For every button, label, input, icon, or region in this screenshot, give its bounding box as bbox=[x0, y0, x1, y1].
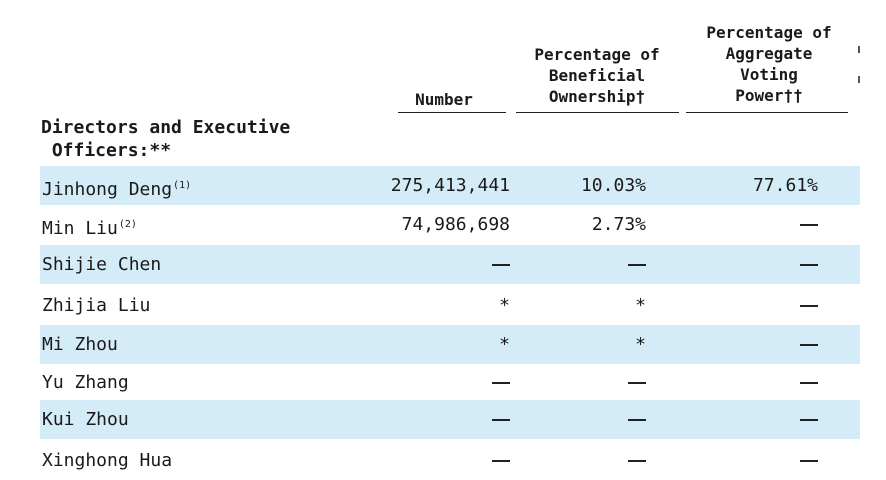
number-cell: * bbox=[499, 334, 510, 355]
number-cell: * bbox=[499, 295, 510, 316]
table-row: Zhijia Liu * * bbox=[40, 286, 860, 325]
row-name: Kui Zhou bbox=[42, 400, 129, 439]
row-name: Mi Zhou bbox=[42, 325, 118, 364]
dash-mark bbox=[800, 419, 818, 421]
dash-mark bbox=[492, 264, 510, 266]
row-name-text: Kui Zhou bbox=[42, 409, 129, 430]
edge-tick-top bbox=[858, 46, 860, 53]
row-name-text: Min Liu bbox=[42, 218, 118, 239]
header-beneficial-ownership: Percentage of Beneficial Ownership† bbox=[534, 45, 660, 106]
dash-mark bbox=[492, 460, 510, 462]
header-rule-voting bbox=[686, 112, 848, 113]
number-cell bbox=[492, 441, 510, 480]
beneficial-ownership-cell: * bbox=[635, 334, 646, 355]
number-cell bbox=[492, 400, 510, 439]
row-name: Xinghong Hua bbox=[42, 441, 172, 480]
footnote-marker: (2) bbox=[118, 219, 137, 230]
header-number: Number bbox=[415, 90, 473, 109]
number-cell: 74,986,698 bbox=[401, 214, 510, 235]
dash-mark bbox=[492, 382, 510, 384]
row-name-text: Jinhong Deng bbox=[42, 179, 173, 200]
dash-mark bbox=[800, 305, 818, 307]
row-name-text: Mi Zhou bbox=[42, 334, 118, 355]
voting-power-cell: 77.61% bbox=[752, 175, 818, 196]
beneficial-ownership-cell: 10.03% bbox=[580, 175, 646, 196]
dash-mark bbox=[628, 264, 646, 266]
row-name: Yu Zhang bbox=[42, 363, 129, 402]
beneficial-ownership-cell: * bbox=[635, 295, 646, 316]
header-rule-beneficial bbox=[516, 112, 679, 113]
table-row: Yu Zhang bbox=[40, 363, 860, 402]
table-row: Jinhong Deng(1) 275,413,441 10.03% 77.61% bbox=[40, 166, 860, 205]
row-name-text: Xinghong Hua bbox=[42, 450, 173, 471]
row-name: Zhijia Liu bbox=[42, 286, 150, 325]
number-cell: 275,413,441 bbox=[390, 175, 510, 196]
row-name-text: Zhijia Liu bbox=[42, 295, 151, 316]
row-name-text: Yu Zhang bbox=[42, 372, 129, 393]
beneficial-ownership-cell bbox=[628, 245, 646, 284]
dash-mark bbox=[628, 419, 646, 421]
table-row: Min Liu(2) 74,986,698 2.73% bbox=[40, 205, 860, 244]
voting-power-cell bbox=[800, 205, 818, 244]
table-row: Kui Zhou bbox=[40, 400, 860, 439]
beneficial-ownership-cell: 2.73% bbox=[591, 214, 646, 235]
dash-mark bbox=[800, 344, 818, 346]
dash-mark bbox=[800, 264, 818, 266]
header-voting-power: Percentage of Aggregate Voting Power†† bbox=[706, 23, 832, 105]
footnote-marker: (1) bbox=[173, 180, 192, 191]
row-name-text: Shijie Chen bbox=[42, 254, 162, 275]
voting-power-cell bbox=[800, 400, 818, 439]
beneficial-ownership-cell bbox=[628, 363, 646, 402]
dash-mark bbox=[628, 460, 646, 462]
header-rule-number bbox=[398, 112, 506, 113]
table-row: Shijie Chen bbox=[40, 245, 860, 284]
table-row: Xinghong Hua bbox=[40, 441, 860, 480]
dash-mark bbox=[628, 382, 646, 384]
dash-mark bbox=[800, 460, 818, 462]
dash-mark bbox=[492, 419, 510, 421]
row-name: Shijie Chen bbox=[42, 245, 161, 284]
dash-mark bbox=[800, 224, 818, 226]
voting-power-cell bbox=[800, 286, 818, 325]
voting-power-cell bbox=[800, 441, 818, 480]
dash-mark bbox=[800, 382, 818, 384]
row-name: Min Liu(2) bbox=[42, 205, 137, 244]
voting-power-cell bbox=[800, 245, 818, 284]
edge-tick-mid bbox=[858, 76, 860, 83]
section-title-directors: Directors and Executive Officers:** bbox=[41, 117, 291, 161]
beneficial-ownership-cell bbox=[628, 400, 646, 439]
table-row: Mi Zhou * * bbox=[40, 325, 860, 364]
voting-power-cell bbox=[800, 325, 818, 364]
number-cell bbox=[492, 363, 510, 402]
beneficial-ownership-cell bbox=[628, 441, 646, 480]
number-cell bbox=[492, 245, 510, 284]
voting-power-cell bbox=[800, 363, 818, 402]
row-name: Jinhong Deng(1) bbox=[42, 166, 191, 205]
